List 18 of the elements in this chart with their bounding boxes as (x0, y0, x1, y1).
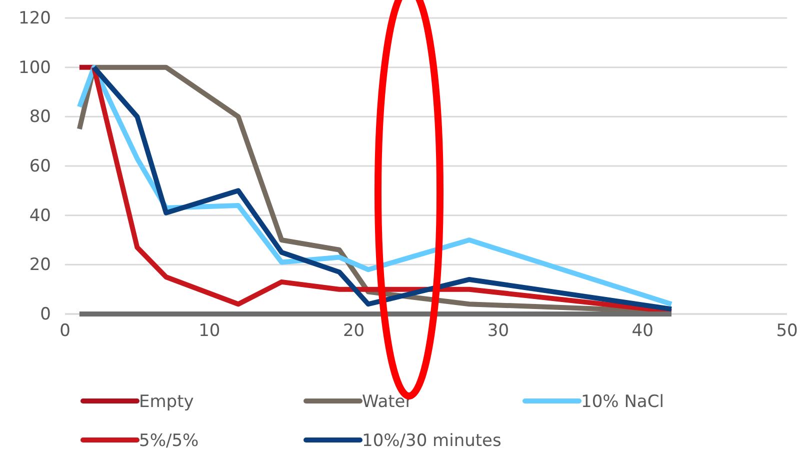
y-tick-label: 80 (29, 107, 51, 128)
legend-label: 10%/30 minutes (362, 431, 502, 451)
y-tick-label: 40 (29, 206, 51, 226)
legend-label: Empty (139, 392, 194, 412)
x-tick-label: 40 (632, 321, 654, 342)
legend-label: 10% NaCl (581, 392, 664, 412)
x-tick-label: 0 (60, 321, 70, 342)
y-tick-label: 20 (29, 255, 51, 276)
x-tick-label: 30 (487, 321, 510, 342)
legend-label: 5%/5% (139, 431, 199, 451)
y-tick-label: 120 (18, 8, 51, 28)
y-tick-label: 0 (40, 304, 51, 324)
x-tick-label: 50 (776, 321, 798, 342)
y-tick-label: 60 (29, 156, 51, 176)
legend-label: Water (362, 392, 412, 412)
x-tick-label: 10 (198, 321, 220, 342)
y-tick-label: 100 (18, 58, 51, 78)
x-tick-label: 20 (342, 321, 365, 342)
